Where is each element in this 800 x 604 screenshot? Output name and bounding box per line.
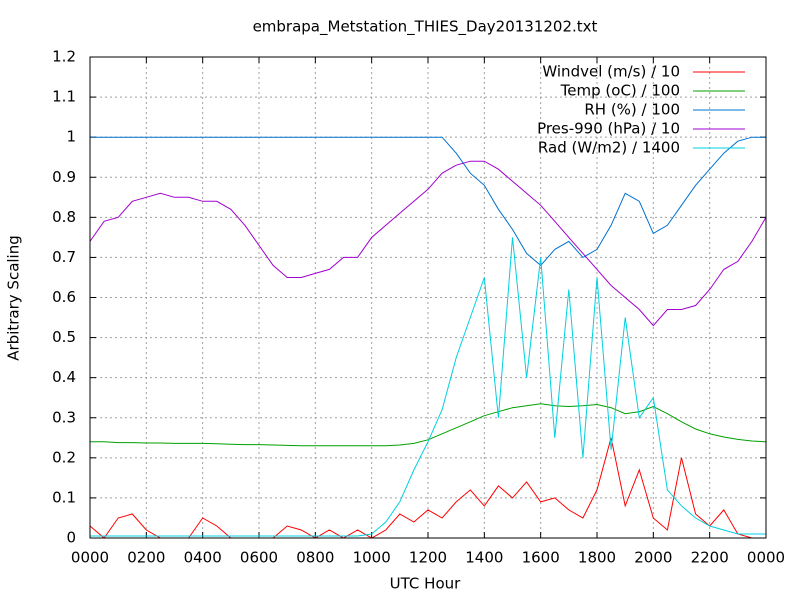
y-tick-label: 0.5	[52, 328, 76, 346]
plot-frame	[89, 56, 767, 539]
y-tick-label: 0.1	[52, 488, 76, 506]
y-tick-label: 0.2	[52, 448, 76, 466]
y-tick-label: 0	[66, 529, 76, 547]
x-tick-label: 1400	[465, 549, 503, 567]
data-line	[89, 160, 767, 327]
y-tick-label: 0.4	[52, 368, 76, 386]
x-tick-label: 2200	[691, 549, 729, 567]
x-tick-label: 0600	[240, 549, 278, 567]
y-tick-label: 0.9	[52, 168, 76, 186]
chart-title: embrapa_Metstation_THIES_Day20131202.txt	[253, 18, 598, 37]
y-axis-label: Arbitrary Scaling	[5, 235, 23, 361]
x-tick-label: 2000	[634, 549, 672, 567]
legend-label: RH (%) / 100	[584, 101, 680, 119]
y-tick-label: 0.6	[52, 288, 76, 306]
data-line	[90, 237, 766, 537]
x-tick-label: 1200	[409, 549, 447, 567]
y-tick-label: 0.7	[52, 248, 76, 266]
x-tick-label: 0400	[184, 549, 222, 567]
x-tick-label: 1800	[578, 549, 616, 567]
x-tick-label: 0200	[127, 549, 165, 567]
y-tick-label: 0.3	[52, 408, 76, 426]
x-tick-label: 0800	[296, 549, 334, 567]
data-line	[89, 437, 766, 539]
y-tick-label: 1	[66, 128, 76, 146]
x-axis-label: UTC Hour	[390, 575, 461, 593]
x-tick-label: 1000	[353, 549, 391, 567]
y-tick-label: 1.2	[52, 48, 76, 66]
x-tick-label: 1600	[522, 549, 560, 567]
y-tick-label: 1.1	[52, 88, 76, 106]
legend-label: Temp (oC) / 100	[560, 82, 680, 100]
data-line	[90, 403, 767, 447]
x-tick-label: 0000	[71, 549, 109, 567]
legend-label: Windvel (m/s) / 10	[542, 63, 680, 81]
x-tick-label: 0000	[747, 549, 785, 567]
y-tick-label: 0.8	[52, 208, 76, 226]
data-line	[90, 136, 766, 267]
legend-label: Pres-990 (hPa) / 10	[537, 120, 680, 138]
legend-label: Rad (W/m2) / 1400	[538, 139, 680, 157]
